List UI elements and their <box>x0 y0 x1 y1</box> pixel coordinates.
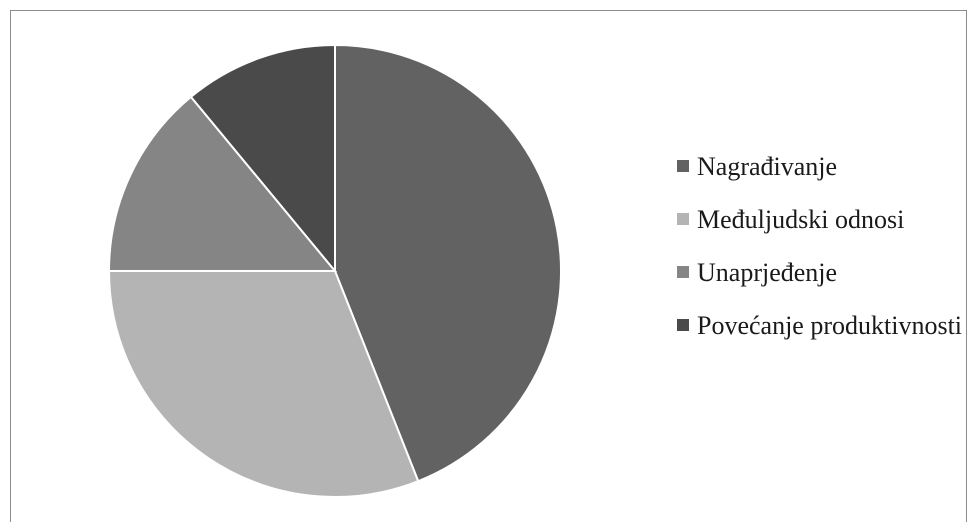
legend-label: Nagrađivanje <box>697 152 838 181</box>
legend-swatch <box>677 319 689 331</box>
pie-chart <box>107 43 562 499</box>
pie-slice-1 <box>334 43 562 483</box>
legend-item-nagradivanje: Nagrađivanje <box>677 151 967 182</box>
chart-area: Nagrađivanje Međuljudski odnosi Unaprjeđ… <box>10 10 967 522</box>
legend-swatch <box>677 266 689 278</box>
pie-slice-2 <box>107 270 420 499</box>
pie-slice-3 <box>107 95 338 272</box>
legend-item-meduljudski-odnosi: Međuljudski odnosi <box>677 204 967 235</box>
legend-label: Povećanje produktivnosti <box>697 311 963 340</box>
legend-item-unaprjedenje: Unaprjeđenje <box>677 257 967 288</box>
pie-slice-4 <box>189 43 336 274</box>
legend-swatch <box>677 160 689 172</box>
legend-label: Međuljudski odnosi <box>697 205 905 234</box>
legend: Nagrađivanje Međuljudski odnosi Unaprjeđ… <box>677 151 967 363</box>
legend-item-povecanje-produktivnosti: Povećanje produktivnosti <box>677 310 967 341</box>
legend-swatch <box>677 213 689 225</box>
legend-label: Unaprjeđenje <box>697 258 838 287</box>
